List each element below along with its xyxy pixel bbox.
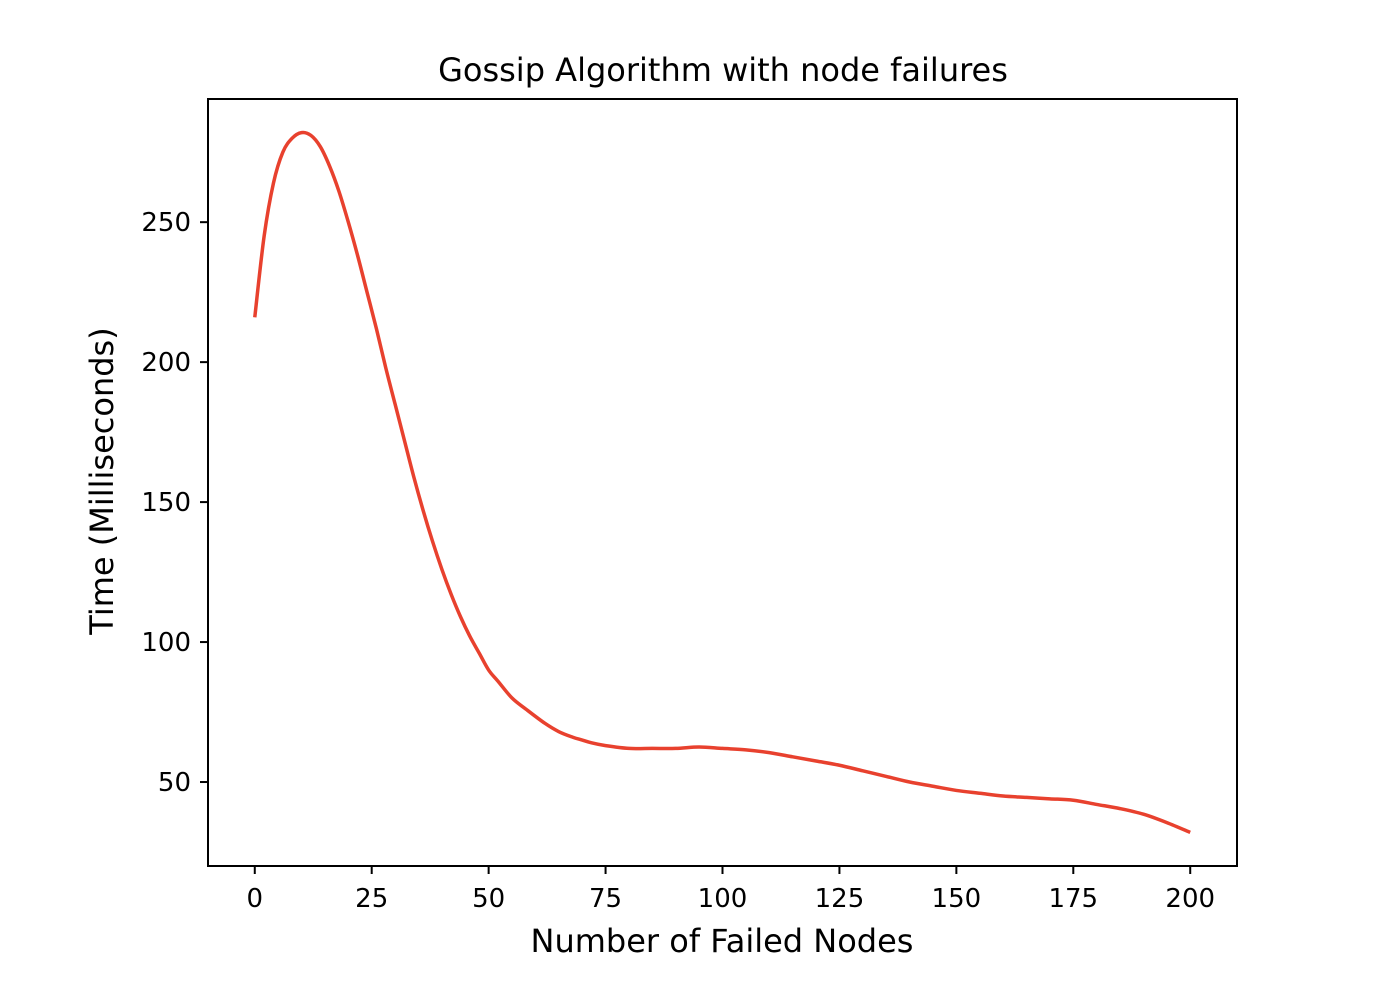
x-tick-label: 200: [1165, 884, 1215, 914]
x-tick-label: 0: [246, 884, 263, 914]
y-tick-label: 100: [141, 628, 191, 658]
chart-title: Gossip Algorithm with node failures: [438, 51, 1008, 89]
x-tick-label: 50: [472, 884, 505, 914]
plot-frame: [207, 98, 1238, 867]
y-tick-label: 200: [141, 348, 191, 378]
y-axis: 50 100 150 200 250: [141, 208, 208, 798]
y-tick-label: 250: [141, 208, 191, 238]
x-axis: 0 25 50 75 100 125 150 175 200: [246, 866, 1215, 914]
x-tick-label: 125: [815, 884, 865, 914]
plot-area: [253, 130, 1191, 835]
x-tick-label: 100: [698, 884, 748, 914]
series-line: [253, 130, 1191, 835]
x-tick-label: 25: [355, 884, 388, 914]
x-tick-label: 75: [589, 884, 622, 914]
x-tick-label: 150: [932, 884, 982, 914]
y-axis-label: Time (Milliseconds): [83, 327, 121, 635]
x-tick-label: 175: [1048, 884, 1098, 914]
y-tick-label: 50: [158, 768, 191, 798]
y-tick-label: 150: [141, 488, 191, 518]
x-axis-label: Number of Failed Nodes: [531, 922, 914, 960]
